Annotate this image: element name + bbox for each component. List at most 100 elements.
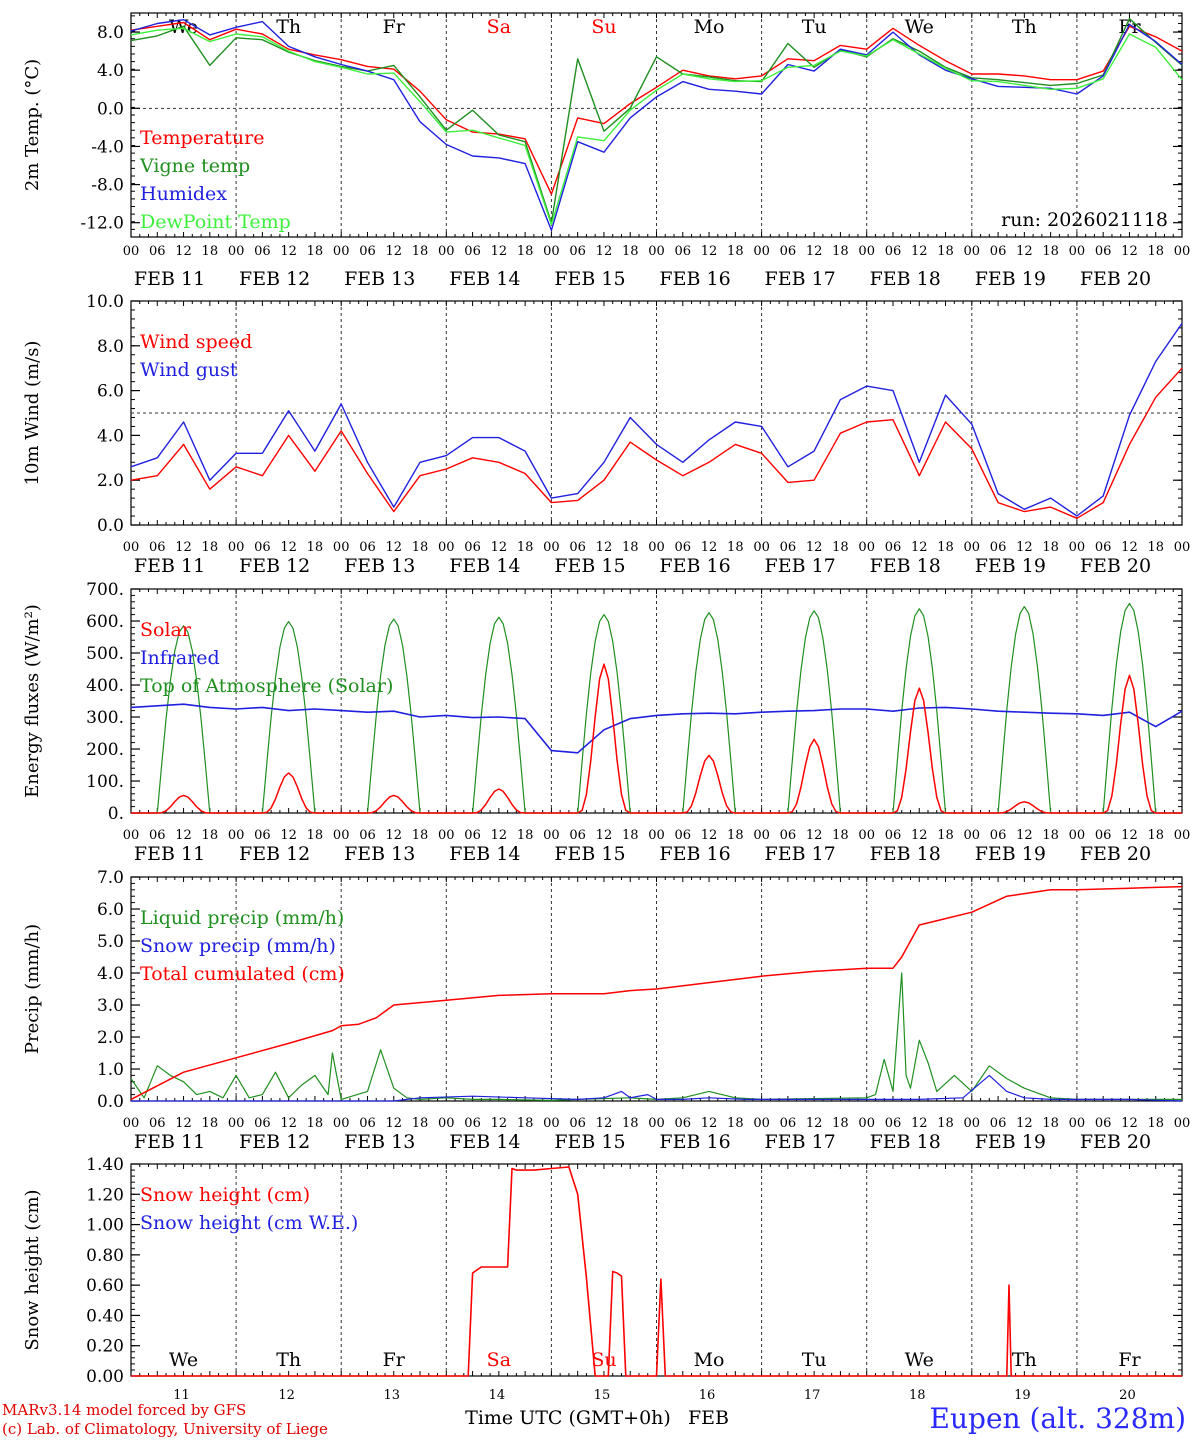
day-label: FEB 16	[659, 555, 730, 577]
series-line-wind-gust	[130, 323, 1183, 517]
y-tick-label: 10.0	[86, 292, 124, 312]
weekday-label: Fr	[383, 16, 406, 38]
hour-tick-label: 12	[491, 1116, 508, 1131]
hour-tick-label: 00	[123, 244, 140, 259]
y-tick-label: 4.0	[97, 426, 124, 446]
hour-tick-label: 06	[254, 540, 271, 555]
hour-tick-label: 12	[911, 540, 928, 555]
weekday-label: Th	[276, 16, 301, 38]
hour-tick-label: 06	[359, 244, 376, 259]
day-label: FEB 11	[134, 555, 205, 577]
y-tick-label: 700.	[86, 580, 124, 600]
hour-tick-label: 12	[175, 828, 192, 843]
hour-tick-label: 00	[753, 244, 770, 259]
hour-tick-label: 00	[858, 540, 875, 555]
y-tick-label: 6.0	[97, 382, 124, 402]
hour-tick-label: 00	[1069, 1116, 1086, 1131]
hour-tick-label: 06	[1095, 540, 1112, 555]
y-tick-label: 0.80	[86, 1246, 124, 1266]
day-label: FEB 19	[975, 555, 1046, 577]
hour-tick-label: 12	[596, 244, 613, 259]
weekday-label: Th	[276, 1349, 301, 1371]
y-tick-label: 0.60	[86, 1276, 124, 1296]
hour-tick-label: 06	[990, 540, 1007, 555]
hour-tick-label: 06	[780, 244, 797, 259]
hour-tick-label: 18	[307, 540, 324, 555]
hour-tick-label: 12	[491, 828, 508, 843]
hour-tick-label: 06	[359, 540, 376, 555]
hour-tick-label: 18	[832, 1116, 849, 1131]
hour-tick-label: 12	[280, 828, 297, 843]
day-label: FEB 19	[975, 1131, 1046, 1153]
hour-tick-label: 12	[175, 540, 192, 555]
hour-tick-label: 00	[543, 244, 560, 259]
y-axis-title: Energy fluxes (W/m²)	[22, 604, 43, 798]
hour-tick-label: 18	[832, 540, 849, 555]
hour-tick-label: 00	[1069, 244, 1086, 259]
hour-tick-label: 12	[491, 244, 508, 259]
hour-tick-label: 00	[438, 540, 455, 555]
day-label: FEB 11	[134, 843, 205, 865]
hour-tick-label: 06	[780, 540, 797, 555]
day-number-label: 12	[278, 1388, 295, 1403]
hour-tick-label: 00	[964, 828, 981, 843]
y-tick-label: 200.	[86, 740, 124, 760]
y-tick-label: 1.0	[97, 1060, 124, 1080]
hour-tick-label: 18	[307, 828, 324, 843]
hour-tick-label: 06	[1095, 828, 1112, 843]
hour-tick-label: 18	[1147, 540, 1164, 555]
hour-tick-label: 06	[885, 828, 902, 843]
hour-tick-label: 18	[517, 244, 534, 259]
hour-tick-label: 00	[543, 1116, 560, 1131]
hour-tick-label: 12	[385, 828, 402, 843]
weekday-label: Mo	[694, 16, 725, 38]
y-tick-label: 0.20	[86, 1337, 124, 1357]
month-label: FEB	[688, 1407, 729, 1429]
series-line-total-cumulated	[130, 885, 1183, 1101]
y-tick-label: 0.0	[97, 1092, 124, 1112]
y-tick-label: 0.40	[86, 1306, 124, 1326]
day-label: FEB 20	[1080, 555, 1151, 577]
series-line-solar	[131, 663, 1182, 814]
hour-tick-label: 00	[1069, 540, 1086, 555]
hour-tick-label: 12	[911, 1116, 928, 1131]
hour-tick-label: 00	[228, 828, 245, 843]
day-label: FEB 15	[554, 555, 625, 577]
hour-tick-label: 12	[385, 540, 402, 555]
legend-wind-speed: Wind speed	[140, 331, 252, 353]
hour-tick-label: 12	[701, 244, 718, 259]
day-label: FEB 13	[344, 1131, 415, 1153]
hour-tick-label: 12	[1016, 828, 1033, 843]
hour-tick-label: 06	[675, 244, 692, 259]
hour-tick-label: 18	[937, 244, 954, 259]
hour-tick-label: 12	[491, 540, 508, 555]
hour-tick-label: 06	[675, 540, 692, 555]
day-label: FEB 18	[870, 268, 941, 290]
day-label: FEB 13	[344, 555, 415, 577]
hour-tick-label: 06	[149, 1116, 166, 1131]
hour-tick-label: 06	[780, 828, 797, 843]
hour-tick-label: 00	[753, 540, 770, 555]
legend-temperature: Temperature	[140, 127, 264, 149]
hour-tick-label: 18	[202, 828, 219, 843]
y-tick-label: 8.0	[97, 337, 124, 357]
series-line-infrared	[130, 703, 1183, 754]
hour-tick-label: 12	[175, 244, 192, 259]
hour-tick-label: 18	[517, 540, 534, 555]
lab-credit: (c) Lab. of Climatology, University of L…	[2, 1420, 328, 1438]
hour-tick-label: 18	[1147, 1116, 1164, 1131]
station-name: Eupen (alt. 328m)	[929, 1402, 1186, 1435]
hour-tick-label: 12	[1121, 828, 1138, 843]
hour-tick-label: 06	[254, 244, 271, 259]
hour-tick-label: 06	[254, 1116, 271, 1131]
hour-tick-label: 18	[1042, 828, 1059, 843]
day-label: FEB 14	[449, 555, 520, 577]
day-label: FEB 12	[239, 268, 310, 290]
hour-tick-label: 00	[648, 244, 665, 259]
hour-tick-label: 18	[937, 828, 954, 843]
hour-tick-label: 12	[806, 828, 823, 843]
hour-tick-label: 18	[727, 244, 744, 259]
series-line-liquid-precip	[130, 972, 1182, 1102]
hour-tick-label: 00	[228, 1116, 245, 1131]
